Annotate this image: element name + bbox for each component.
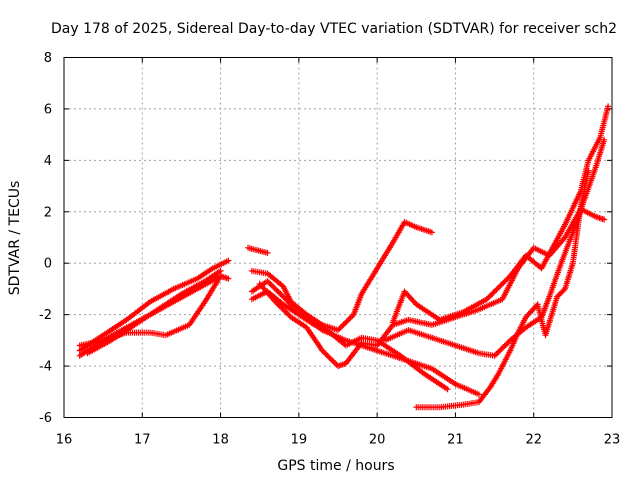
y-tick-label: -2	[39, 308, 52, 323]
x-tick-label: 18	[212, 433, 229, 448]
data-point	[340, 321, 347, 328]
chart-title: Day 178 of 2025, Sidereal Day-to-day VTE…	[51, 21, 617, 37]
x-tick-label: 16	[56, 433, 73, 448]
x-tick-label: 17	[134, 433, 151, 448]
x-axis-label: GPS time / hours	[277, 458, 394, 474]
data-point	[217, 267, 224, 274]
series-track-7	[248, 288, 451, 393]
data-point	[504, 340, 511, 347]
data-point	[444, 386, 451, 393]
data-point	[428, 229, 435, 236]
data-point	[329, 357, 336, 364]
data-point	[268, 282, 275, 289]
y-tick-label: 8	[44, 51, 52, 66]
data-point	[500, 344, 507, 351]
series-track-4	[84, 267, 224, 357]
y-tick-label: -4	[39, 360, 52, 375]
y-tick-label: 0	[44, 257, 52, 272]
x-tick-label: 21	[447, 433, 464, 448]
data-point	[560, 287, 567, 294]
x-tick-label: 22	[525, 433, 542, 448]
y-axis-label: SDTVAR / TECUs	[7, 181, 23, 296]
data-point	[601, 136, 608, 143]
series-track-3	[76, 273, 224, 349]
data-point	[585, 167, 592, 174]
series-track-10	[389, 103, 612, 326]
y-tick-label: 2	[44, 205, 52, 220]
data-point	[274, 288, 281, 294]
x-tick-label: 23	[604, 433, 621, 448]
data-point	[225, 257, 232, 264]
plot-frame	[63, 57, 613, 418]
data-point	[264, 249, 271, 256]
data-point	[493, 351, 499, 358]
data-point	[327, 356, 334, 363]
data-point	[225, 275, 232, 282]
x-tick-label: 19	[291, 433, 308, 448]
tick-labels: 16 17 18 19 20 21 22 23 -6 -4 -2 0 2 4 6 8	[39, 51, 620, 448]
data-point	[601, 216, 608, 223]
data-point	[217, 273, 224, 280]
data-point	[605, 103, 612, 110]
y-tick-label: 6	[44, 102, 52, 117]
data-point	[342, 320, 349, 327]
series-track-12	[413, 167, 592, 411]
data-point	[475, 391, 482, 398]
series-track-8	[248, 219, 435, 334]
series-track-5	[245, 244, 271, 256]
data-point	[285, 311, 292, 318]
data-marks	[76, 103, 612, 411]
y-tick-label: -6	[39, 411, 52, 426]
y-tick-label: 4	[44, 154, 52, 169]
data-point	[336, 325, 343, 332]
grid	[64, 57, 612, 418]
series-track-11	[382, 136, 608, 359]
data-point	[498, 345, 505, 352]
data-point	[273, 286, 280, 293]
x-tick-label: 20	[369, 433, 386, 448]
